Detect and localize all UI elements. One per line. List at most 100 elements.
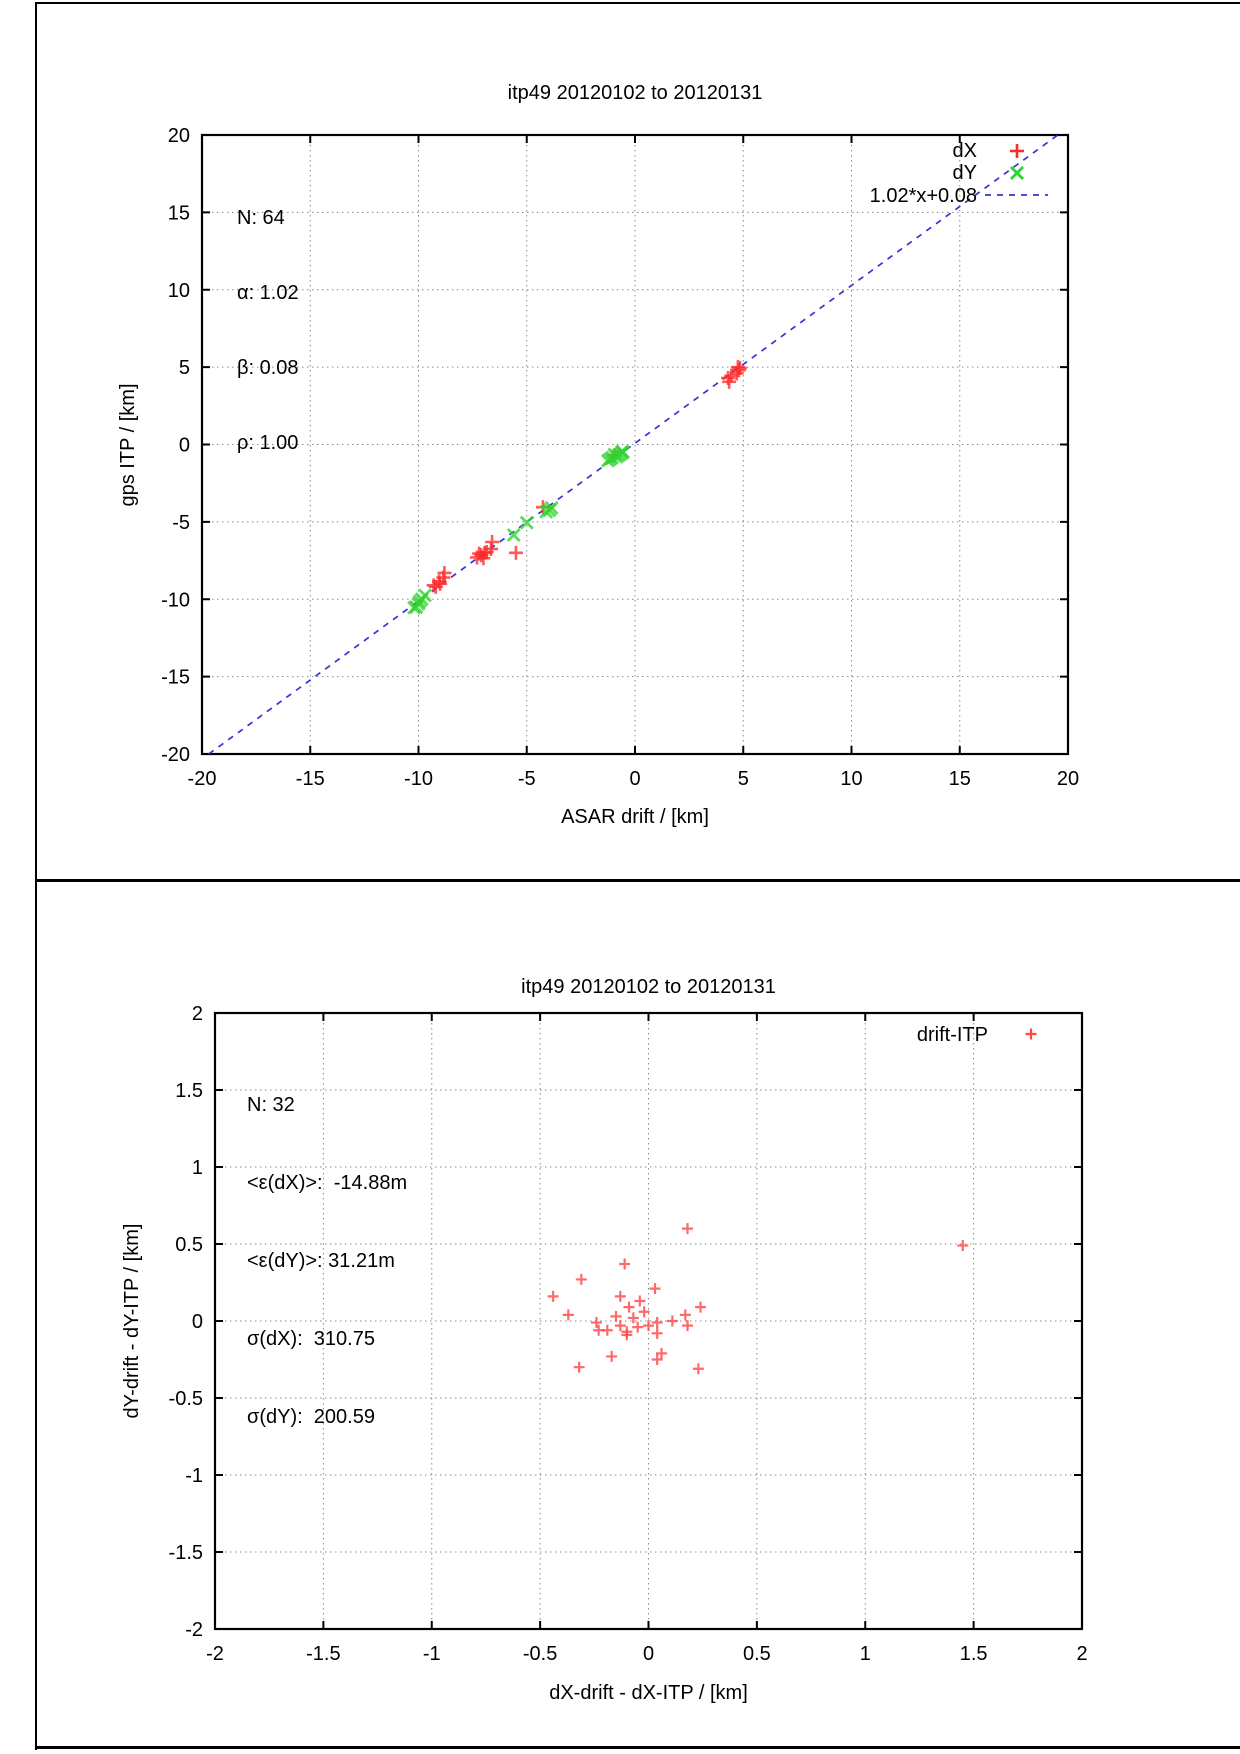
x-tick-label: 5: [738, 768, 749, 790]
frame-bottom-rule: [36, 1746, 1240, 1749]
data-point-marker: [656, 1347, 668, 1359]
y-tick-label: -5: [172, 512, 190, 534]
data-point-marker: [539, 504, 554, 519]
data-point-marker: [542, 503, 557, 518]
y-tick-label: 0.5: [175, 1234, 203, 1256]
x-tick-label: -0.5: [523, 1643, 557, 1665]
y-tick-label: -15: [161, 667, 190, 689]
y-tick-label: 0: [179, 435, 190, 457]
y-tick-label: 20: [168, 125, 190, 147]
chart2-stat-sigma-dy: σ(dY): 200.59: [247, 1406, 375, 1428]
x-tick-label: 20: [1057, 768, 1079, 790]
y-tick-label: -1.5: [169, 1542, 203, 1564]
data-point-marker: [682, 1223, 694, 1235]
data-point-marker: [474, 548, 489, 563]
data-point-marker: [605, 450, 620, 465]
fit-line: [208, 134, 1059, 755]
y-tick-label: -0.5: [169, 1388, 203, 1410]
chart1-legend-fitline: 1.02*x+0.08: [869, 185, 977, 207]
data-point-marker: [411, 596, 426, 611]
x-tick-label: 1.5: [960, 1643, 988, 1665]
data-point-marker: [407, 600, 422, 615]
data-point-marker: [547, 1290, 559, 1302]
data-point-marker: [573, 1361, 585, 1373]
y-tick-label: -10: [161, 589, 190, 611]
data-point-marker: [607, 448, 622, 463]
data-point-marker: [479, 545, 494, 560]
chart1-legend-dy: dY: [952, 162, 977, 184]
data-point-marker: [613, 446, 628, 461]
data-point-marker: [1010, 144, 1024, 158]
data-point-marker: [476, 551, 491, 566]
data-point-marker: [695, 1301, 707, 1313]
data-point-marker: [469, 550, 484, 565]
data-point-marker: [477, 545, 492, 560]
data-point-marker: [519, 515, 534, 530]
chart1-stat-rho: ρ: 1.00: [237, 432, 299, 454]
data-point-marker: [616, 445, 631, 460]
data-point-marker: [1009, 165, 1025, 181]
y-tick-label: -1: [185, 1465, 203, 1487]
data-point-marker: [417, 588, 433, 603]
data-point-marker: [603, 452, 618, 467]
x-tick-label: -5: [518, 768, 536, 790]
x-tick-label: 0.5: [743, 1643, 771, 1665]
chart1-xaxis-label: ASAR drift / [km]: [561, 806, 709, 828]
data-point-marker: [472, 546, 487, 561]
data-point-marker: [729, 366, 744, 381]
chart2-stat-sigma-dx: σ(dX): 310.75: [247, 1328, 375, 1350]
data-point-marker: [634, 1295, 646, 1307]
data-point-marker: [414, 592, 429, 607]
chart1-stat-n: N: 64: [237, 207, 285, 229]
chart2-stat-eps-dx: <ε(dX)>: -14.88m: [247, 1172, 408, 1194]
data-point-marker: [535, 500, 550, 515]
data-point-marker: [682, 1320, 694, 1332]
data-point-marker: [638, 1306, 650, 1318]
chart2-stat-eps-dy: <ε(dY)>: 31.21m: [247, 1250, 395, 1272]
x-tick-label: 2: [1076, 1643, 1087, 1665]
data-point-marker: [426, 578, 441, 593]
data-point-marker: [544, 500, 559, 515]
data-point-marker: [432, 574, 447, 589]
data-point-marker: [1025, 1028, 1037, 1040]
chart1-stat-alpha: α: 1.02: [237, 282, 299, 304]
y-tick-label: -20: [161, 744, 190, 766]
data-point-marker: [651, 1354, 663, 1365]
data-point-marker: [601, 1324, 613, 1336]
data-point-marker: [957, 1240, 969, 1252]
frame-left-rule: [35, 2, 37, 1750]
frame-divider-rule: [36, 879, 1240, 882]
chart1-yaxis-label: gps ITP / [km]: [117, 383, 139, 507]
x-tick-label: -20: [188, 768, 217, 790]
data-point-marker: [651, 1327, 663, 1339]
data-point-marker: [590, 1317, 602, 1329]
y-tick-label: 1: [192, 1157, 203, 1179]
y-tick-label: 10: [168, 280, 190, 302]
data-point-marker: [562, 1309, 574, 1321]
data-point-marker: [666, 1315, 678, 1327]
chart2-stat-n: N: 32: [247, 1094, 295, 1116]
x-tick-label: -15: [296, 768, 325, 790]
data-point-marker: [607, 447, 622, 462]
chart2-legend-drift-itp: drift-ITP: [916, 1024, 988, 1046]
x-tick-label: -2: [206, 1643, 224, 1665]
data-point-marker: [627, 1312, 639, 1324]
data-point-marker: [412, 594, 427, 609]
chart2-yaxis-label: dY-drift - dY-ITP / [km]: [121, 1223, 143, 1419]
x-tick-label: 0: [643, 1643, 654, 1665]
x-tick-label: 10: [840, 768, 862, 790]
data-point-marker: [722, 374, 737, 389]
data-point-marker: [632, 1321, 644, 1333]
x-tick-label: -10: [404, 768, 433, 790]
x-tick-label: 15: [949, 768, 971, 790]
data-point-marker: [609, 449, 624, 464]
data-point-marker: [575, 1273, 587, 1285]
x-tick-label: 0: [629, 768, 640, 790]
data-point-marker: [621, 1329, 633, 1341]
data-point-marker: [433, 576, 448, 591]
data-point-marker: [731, 363, 746, 378]
data-point-marker: [643, 1320, 654, 1332]
